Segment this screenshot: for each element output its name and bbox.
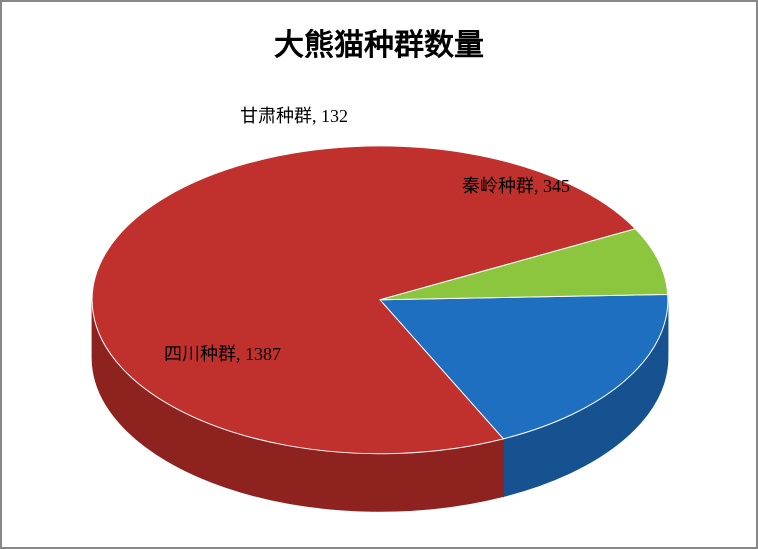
pie-chart (2, 2, 756, 547)
chart-frame: 大熊猫种群数量 秦岭种群, 345 四川种群, 1387 甘肃种群, 132 (0, 0, 758, 549)
label-sichuan: 四川种群, 1387 (164, 340, 281, 366)
label-gansu: 甘肃种群, 132 (240, 102, 348, 128)
label-qinling: 秦岭种群, 345 (462, 172, 570, 198)
